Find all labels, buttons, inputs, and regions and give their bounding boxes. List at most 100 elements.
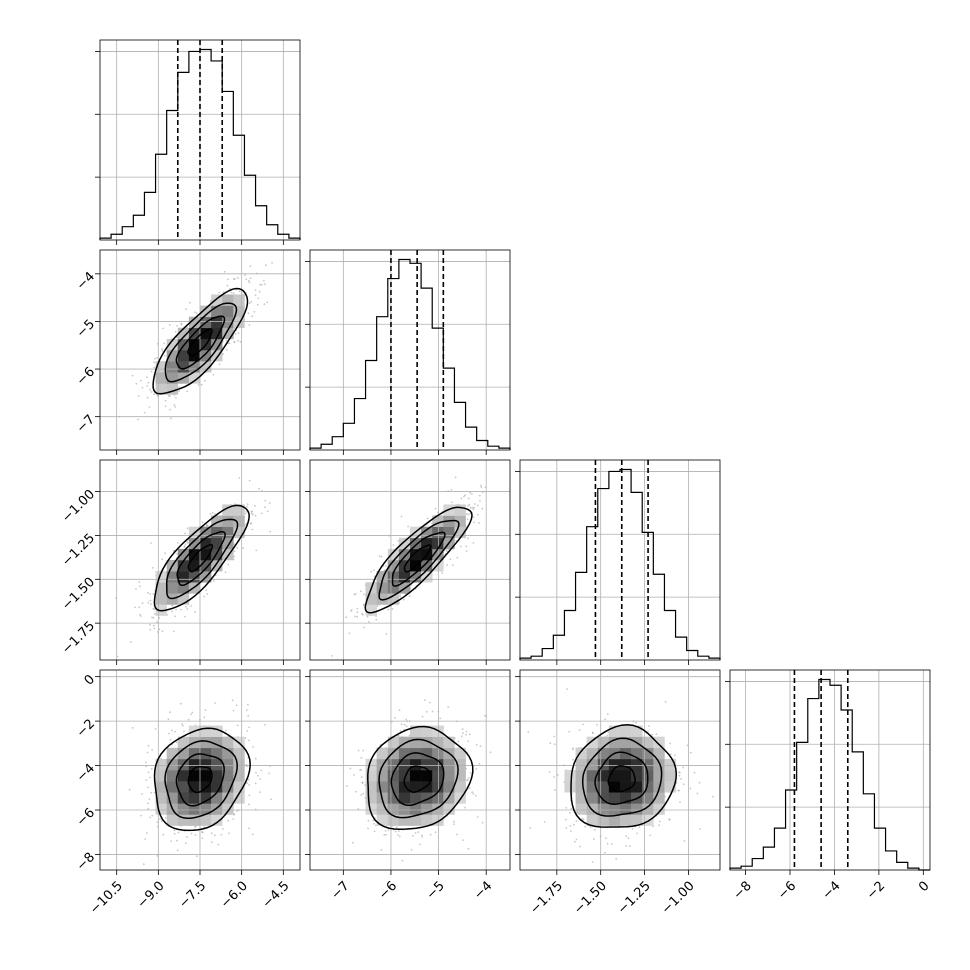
contour-level <box>152 287 249 395</box>
scatter-point <box>173 832 176 835</box>
scatter-point <box>456 556 459 559</box>
scatter-point <box>165 817 167 819</box>
scatter-point <box>247 714 250 717</box>
density-cell <box>432 747 444 760</box>
scatter-point <box>246 503 249 506</box>
scatter-point <box>475 768 478 770</box>
scatter-point <box>147 381 150 384</box>
scatter-point <box>222 353 225 355</box>
scatter-point <box>571 747 574 750</box>
panel-3-2 <box>309 459 511 661</box>
scatter-point <box>669 753 672 756</box>
density-cell <box>410 792 422 804</box>
scatter-point <box>373 822 375 825</box>
scatter-point <box>260 769 263 772</box>
density-cell <box>642 736 654 749</box>
density-cell <box>586 803 599 815</box>
scatter-point <box>187 718 190 721</box>
scatter-point <box>253 310 256 313</box>
scatter-point <box>480 486 483 489</box>
density-cell <box>642 758 654 771</box>
density-cell <box>642 814 654 826</box>
scatter-point <box>606 842 609 845</box>
scatter-point <box>226 348 228 351</box>
density-cell <box>222 305 234 317</box>
density-cell <box>620 725 632 737</box>
density-cell <box>410 803 422 815</box>
density-cell <box>432 736 444 749</box>
scatter-point <box>434 507 437 510</box>
scatter-point <box>140 379 142 382</box>
density-cell <box>155 758 167 771</box>
scatter-point <box>408 734 411 737</box>
density-cell <box>222 537 234 550</box>
y-tick-label: −7 <box>74 412 98 436</box>
scatter-point <box>153 613 156 615</box>
scatter-point <box>151 814 154 817</box>
density-cell <box>222 515 234 527</box>
density-cell <box>211 792 223 804</box>
scatter-point <box>233 555 236 558</box>
scatter-point <box>353 774 355 776</box>
scatter-point <box>351 841 354 844</box>
scatter-point <box>146 832 148 834</box>
scatter-point <box>170 729 173 732</box>
density-cell <box>155 781 167 793</box>
density-cell <box>432 526 444 539</box>
contour-level <box>378 519 460 601</box>
scatter-point <box>194 611 197 613</box>
scatter-point <box>394 716 396 719</box>
x-tick-label: −8 <box>731 879 755 903</box>
scatter-point <box>405 725 408 728</box>
density-cell <box>200 770 212 782</box>
contour-level <box>153 504 250 612</box>
scatter-point <box>350 609 353 611</box>
density-cell <box>608 758 621 771</box>
density-cell <box>620 814 632 826</box>
scatter-point <box>384 830 387 832</box>
scatter-point <box>472 542 475 544</box>
scatter-point <box>699 828 701 830</box>
scatter-point <box>135 588 137 590</box>
scatter-point <box>450 501 453 504</box>
scatter-point <box>227 819 230 822</box>
density-cell <box>376 747 389 760</box>
density-cell <box>166 350 179 362</box>
density-cell <box>410 758 422 771</box>
scatter-point <box>212 579 215 582</box>
density-cell <box>608 725 621 737</box>
scatter-point <box>116 655 119 658</box>
density-cell <box>454 781 466 793</box>
density-cell <box>398 571 411 583</box>
density-cell <box>631 781 643 793</box>
density-cell <box>233 526 245 539</box>
density-cell <box>166 814 179 826</box>
scatter-point <box>556 774 559 776</box>
density-cell <box>211 770 223 782</box>
scatter-point <box>226 284 229 287</box>
scatter-point <box>479 500 481 502</box>
scatter-point <box>367 827 369 830</box>
density-cell <box>177 792 190 804</box>
scatter-point <box>186 836 188 838</box>
scatter-point <box>405 718 408 721</box>
scatter-point <box>248 794 251 797</box>
scatter-point <box>162 833 165 836</box>
scatter-point <box>387 829 390 831</box>
scatter-point <box>625 845 628 847</box>
density-cell <box>200 537 212 550</box>
y-tick-label: −6 <box>74 805 98 829</box>
x-tick-label: −6 <box>775 879 799 903</box>
scatter-point <box>176 552 179 555</box>
scatter-point <box>669 742 671 745</box>
density-cell <box>177 781 190 793</box>
scatter-point <box>224 571 227 574</box>
scatter-point <box>161 630 164 633</box>
density-cell <box>410 537 422 550</box>
scatter-point <box>252 746 255 748</box>
scatter-point <box>454 476 457 479</box>
scatter-point <box>245 709 248 711</box>
scatter-point <box>151 616 153 619</box>
scatter-point <box>246 730 249 732</box>
density-cell <box>597 736 610 749</box>
